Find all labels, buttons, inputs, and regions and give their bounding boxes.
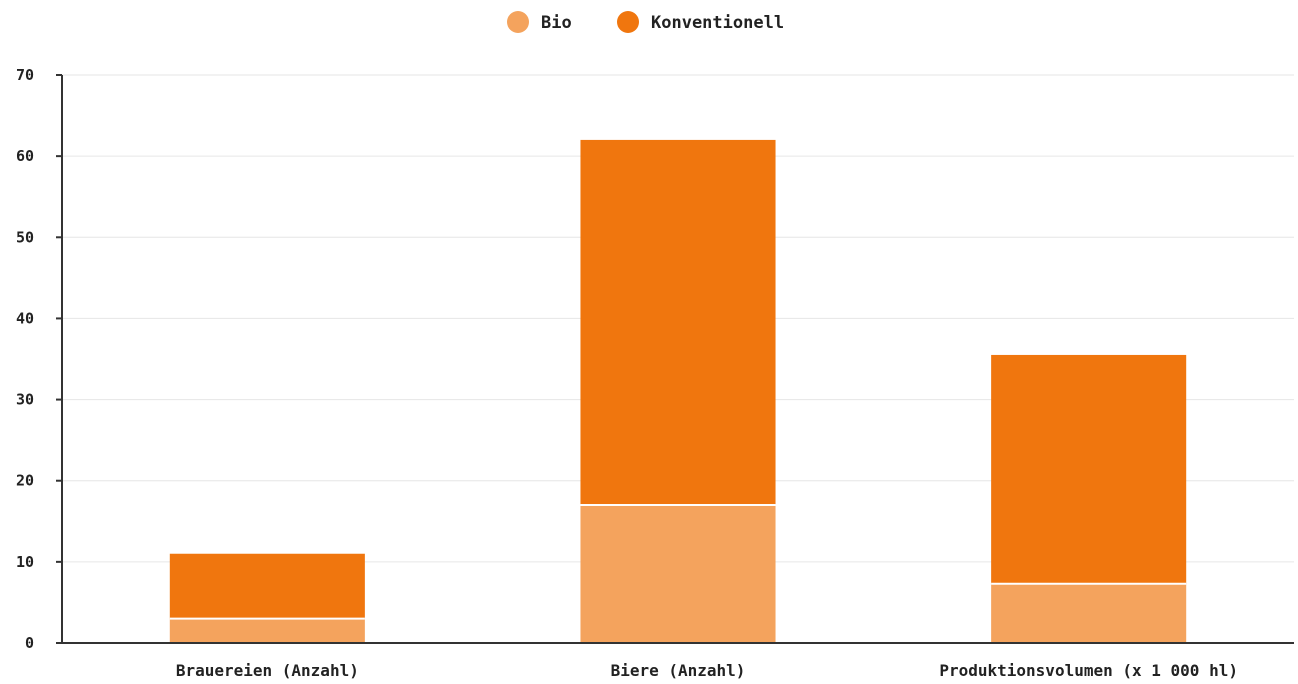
legend-swatch-bio xyxy=(507,11,529,33)
bar-konventionell-2 xyxy=(991,354,1187,584)
axes xyxy=(56,75,1294,644)
bar-konventionell-0 xyxy=(169,553,365,619)
bar-bio-2 xyxy=(991,583,1187,643)
bar-bio-1 xyxy=(580,505,776,643)
y-tick-label: 0 xyxy=(25,634,34,652)
y-tick-label: 70 xyxy=(16,66,34,84)
x-category-label: Brauereien (Anzahl) xyxy=(176,661,359,680)
x-axis-categories: Brauereien (Anzahl) Biere (Anzahl) Produkt… xyxy=(176,661,1238,680)
y-tick-label: 30 xyxy=(16,391,34,409)
y-tick-label: 20 xyxy=(16,472,34,490)
bar-konventionell-1 xyxy=(580,139,776,506)
legend: Bio Konventionell xyxy=(507,11,784,33)
y-tick-label: 60 xyxy=(16,147,34,165)
x-category-label: Biere (Anzahl) xyxy=(611,661,746,680)
bar-bio-0 xyxy=(169,618,365,643)
y-axis-ticks: 0 10 20 30 40 50 60 70 xyxy=(16,66,62,652)
legend-label-konventionell: Konventionell xyxy=(651,13,784,33)
x-category-label: Produktionsvolumen (x 1 000 hl) xyxy=(939,661,1238,680)
legend-label-bio: Bio xyxy=(541,13,572,33)
legend-swatch-konventionell xyxy=(617,11,639,33)
y-tick-label: 10 xyxy=(16,553,34,571)
y-tick-label: 40 xyxy=(16,309,34,327)
y-tick-label: 50 xyxy=(16,228,34,246)
bars xyxy=(169,139,1187,643)
